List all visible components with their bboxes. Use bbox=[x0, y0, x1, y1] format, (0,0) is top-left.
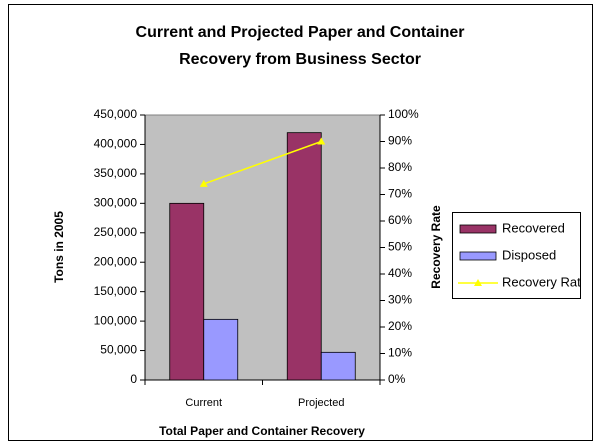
y2-tick-label: 20% bbox=[388, 319, 412, 333]
y-tick-label: 100,000 bbox=[94, 313, 138, 327]
legend-items: Recovered Disposed Recovery Rate bbox=[458, 220, 588, 289]
y2-tick-label: 90% bbox=[388, 134, 412, 148]
line bbox=[203, 140, 322, 185]
y-tick-label: 250,000 bbox=[94, 225, 138, 239]
y2-tick-label: 60% bbox=[388, 213, 412, 227]
legend-swatch bbox=[474, 279, 482, 286]
y-tick-label: 200,000 bbox=[94, 254, 138, 268]
x-tick-label: Current bbox=[185, 397, 222, 409]
y-tick-label: 150,000 bbox=[94, 284, 138, 298]
y-tick-label: 300,000 bbox=[94, 196, 138, 210]
y-axis-label: Tons in 2005 bbox=[52, 211, 66, 283]
y2-axis-label: Recovery Rate bbox=[429, 205, 443, 289]
chart-title: Current and Projected Paper and Containe… bbox=[136, 24, 465, 41]
y-tick-label: 400,000 bbox=[94, 137, 138, 151]
bar bbox=[320, 351, 356, 381]
bar bbox=[169, 202, 205, 381]
bar bbox=[203, 318, 239, 381]
legend-swatch bbox=[459, 251, 497, 261]
y-tick-label: 450,000 bbox=[94, 107, 138, 121]
line-marker bbox=[199, 179, 208, 187]
y2-tick-label: 0% bbox=[388, 372, 406, 386]
y-tick-label: 50,000 bbox=[100, 343, 137, 357]
y-tick-label: 0 bbox=[130, 372, 137, 386]
y2-tick-label: 50% bbox=[388, 240, 412, 254]
y2-tick-label: 70% bbox=[388, 187, 412, 201]
line-marker bbox=[317, 137, 326, 145]
legend-swatch bbox=[459, 224, 497, 234]
y2-tick-label: 30% bbox=[388, 293, 412, 307]
y2-tick-label: 80% bbox=[388, 160, 412, 174]
y-tick-label: 350,000 bbox=[94, 166, 138, 180]
y2-tick-label: 100% bbox=[388, 107, 419, 121]
legend-label: Recovered bbox=[502, 220, 565, 235]
chart-title: Recovery from Business Sector bbox=[179, 51, 421, 68]
x-tick-label: Projected bbox=[298, 397, 344, 409]
legend-label: Recovery Rate bbox=[502, 274, 588, 289]
y2-tick-label: 10% bbox=[388, 346, 412, 360]
y2-tick-label: 40% bbox=[388, 266, 412, 280]
legend-label: Disposed bbox=[502, 247, 556, 262]
x-axis-label: Total Paper and Container Recovery bbox=[159, 424, 365, 438]
bar bbox=[286, 132, 322, 381]
